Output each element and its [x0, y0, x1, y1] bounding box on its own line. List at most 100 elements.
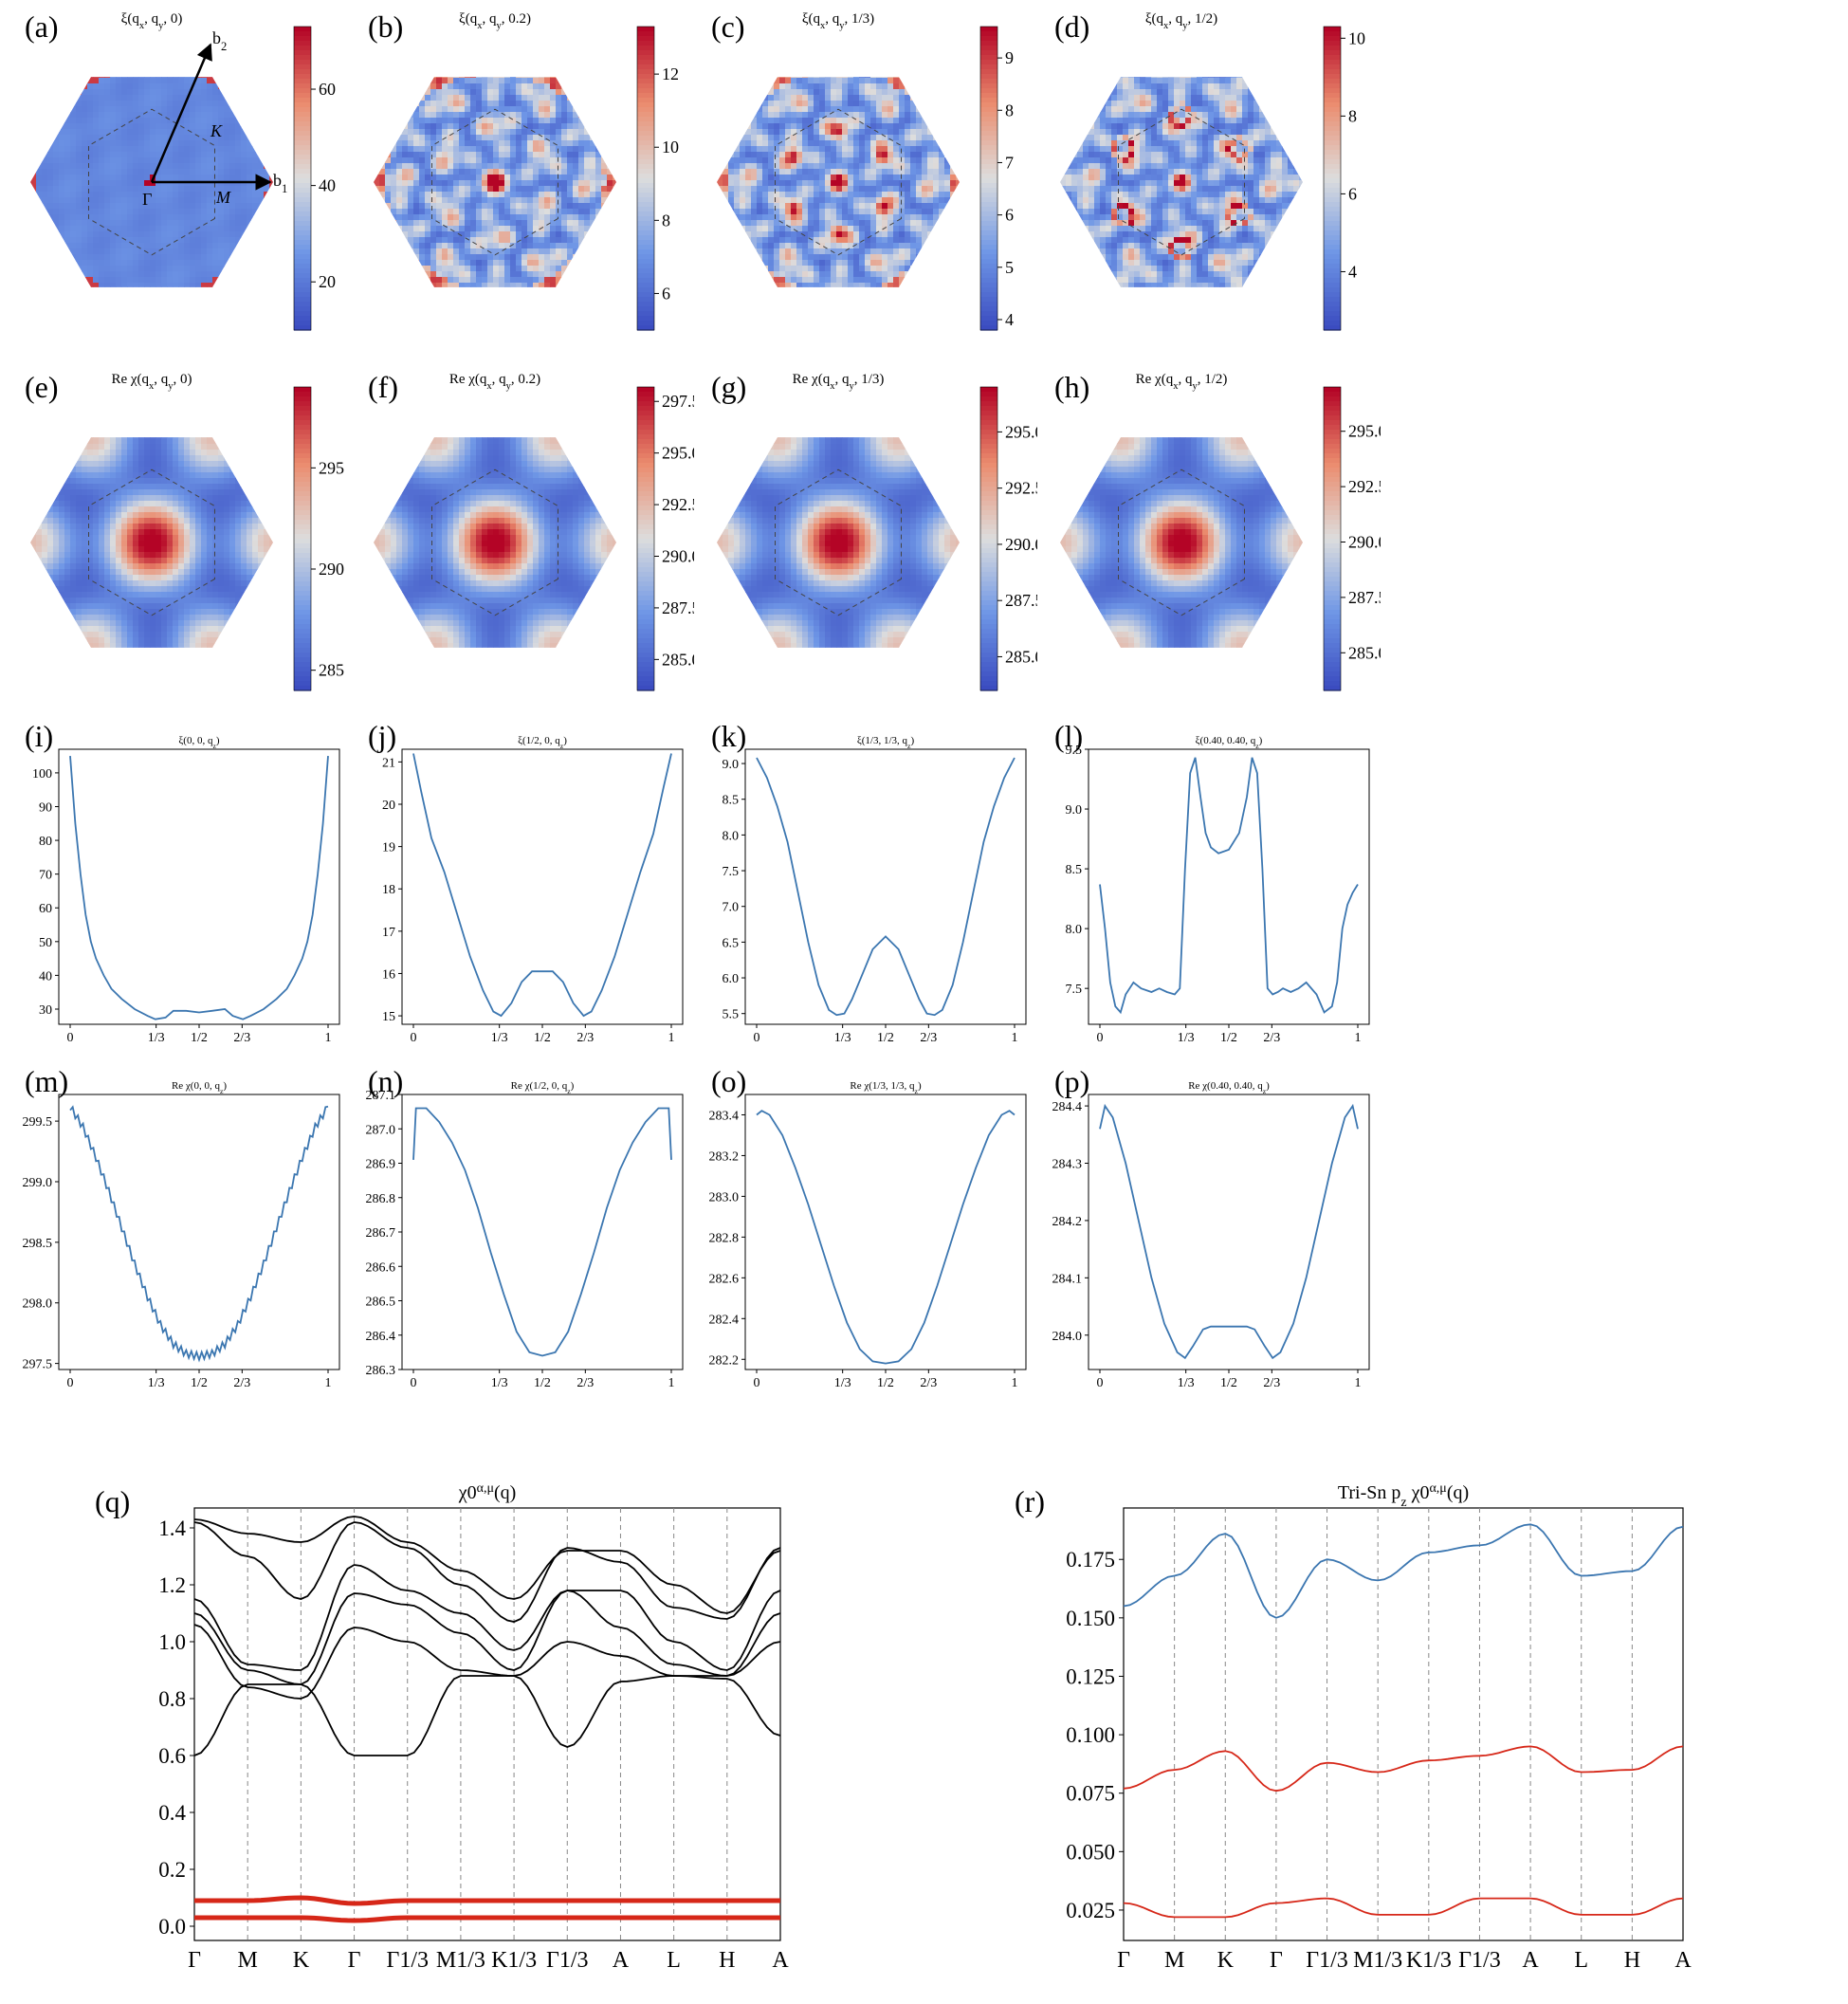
y-tick-label: 19 [382, 841, 395, 855]
colorbar-segment [980, 548, 997, 554]
colorbar-segment [1324, 164, 1341, 170]
colorbar-segment [294, 321, 311, 326]
colorbar-segment [637, 600, 654, 606]
colorbar-segment [1324, 93, 1341, 99]
line-plot-j: (j) ξ(1/2, 0, qz) 21 20 19 18 17 16 15 0 1/3 1/2 2/3… [353, 719, 694, 1060]
colorbar-segment [294, 249, 311, 255]
y-tick-label: 7.5 [1066, 983, 1083, 997]
heatmap-svg: ξ(qx, qy, 0) b1 b2 K M Γ 60 40 20 [30, 11, 336, 331]
colorbar-segment [637, 548, 654, 554]
colorbar-segment [294, 581, 311, 587]
colorbar-segment [980, 553, 997, 559]
colorbar-segment [294, 259, 311, 265]
colorbar-segment [637, 292, 654, 298]
colorbar-segment [1324, 297, 1341, 303]
colorbar-tick-label: 295 [319, 458, 344, 477]
y-tick-label: 286.3 [366, 1364, 396, 1378]
y-tick-label: 90 [39, 800, 52, 815]
colorbar-tick-label: 290.0 [662, 547, 694, 566]
line-plot-svg: ξ(1/3, 1/3, qz) 9.0 8.5 8.0 7.5 7.0 6.5 6.0 5.5 0… [723, 735, 1027, 1045]
colorbar-segment [1324, 648, 1341, 653]
y-tick-label: 297.5 [23, 1358, 53, 1372]
colorbar-segment [294, 93, 311, 99]
k-point-label: Γ1/3 [1306, 1948, 1348, 1973]
colorbar-segment [637, 121, 654, 127]
colorbar-segment [637, 126, 654, 132]
x-tick-label: 1 [325, 1376, 332, 1390]
heatmap-field [374, 77, 616, 287]
colorbar-segment [1324, 150, 1341, 156]
band-line-2 [1123, 1897, 1684, 1919]
colorbar-segment [294, 169, 311, 175]
colorbar-segment [294, 671, 311, 677]
colorbar-segment [637, 264, 654, 269]
y-tick-label: 0.100 [1066, 1723, 1115, 1747]
colorbar-segment [980, 482, 997, 487]
y-tick-label: 9.5 [1066, 744, 1083, 758]
colorbar-tick-label: 295.0 [1348, 422, 1381, 441]
colorbar-segment [1324, 88, 1341, 94]
heatmap-svg: ξ(qx, qy, 1/3) 9 8 7 6 5 4 [717, 11, 1014, 331]
colorbar-segment [1324, 539, 1341, 544]
colorbar-segment [1324, 240, 1341, 246]
colorbar-segment [1324, 325, 1341, 331]
y-tick-label: 6.5 [723, 936, 740, 950]
colorbar-segment [980, 121, 997, 127]
colorbar-segment [637, 60, 654, 65]
colorbar-segment [637, 297, 654, 303]
colorbar [636, 26, 655, 331]
y-tick-label: 287.0 [366, 1123, 396, 1137]
panel-label: (r) [1015, 1484, 1045, 1518]
band-line-5 [193, 1675, 781, 1756]
y-tick-label: 284.1 [1052, 1272, 1083, 1286]
colorbar-tick-label: 295.0 [1005, 422, 1037, 441]
x-tick-label: 2/3 [920, 1031, 937, 1045]
heatmap-title: ξ(qx, qy, 0) [121, 11, 183, 31]
colorbar-segment [980, 102, 997, 108]
colorbar-segment [980, 392, 997, 397]
colorbar-segment [980, 159, 997, 165]
colorbar-segment [980, 619, 997, 625]
colorbar-segment [1324, 591, 1341, 597]
colorbar-segment [980, 164, 997, 170]
colorbar-segment [980, 657, 997, 663]
colorbar-segment [1324, 667, 1341, 672]
colorbar-segment [637, 178, 654, 184]
colorbar-segment [294, 283, 311, 288]
colorbar-segment [637, 159, 654, 165]
colorbar-tick-label: 287.5 [662, 598, 694, 617]
colorbar-segment [980, 235, 997, 241]
colorbar-segment [294, 297, 311, 303]
colorbar-segment [1324, 510, 1341, 516]
colorbar-segment [294, 287, 311, 293]
colorbar-segment [637, 74, 654, 80]
colorbar-tick-label: 285.0 [662, 650, 694, 669]
colorbar-segment [1324, 211, 1341, 217]
colorbar-segment [637, 543, 654, 549]
colorbar-segment [980, 136, 997, 141]
colorbar-segment [637, 79, 654, 84]
colorbar-segment [1324, 506, 1341, 511]
y-tick-label: 1.4 [158, 1517, 186, 1540]
heatmap-title: Re χ(qx, qy, 1/2) [1136, 372, 1228, 392]
data-series-line [69, 1105, 329, 1363]
colorbar-segment [637, 686, 654, 691]
colorbar-segment [1324, 178, 1341, 184]
line-plot-svg: ξ(0.40, 0.40, qz) 9.5 9.0 8.5 8.0 7.5 0 1/3 1/2 2… [1066, 735, 1370, 1045]
y-tick-label: 298.0 [23, 1297, 53, 1312]
brillouin-zone-outline [431, 469, 558, 616]
colorbar-segment [637, 155, 654, 160]
y-tick-label: 283.2 [709, 1149, 740, 1164]
colorbar-tick-label: 10 [662, 138, 679, 156]
colorbar-segment [294, 292, 311, 298]
colorbar-tick-label: 292.5 [1348, 477, 1381, 496]
colorbar-segment [980, 586, 997, 592]
y-tick-label: 0.125 [1066, 1664, 1115, 1688]
colorbar-segment [1324, 634, 1341, 639]
colorbar-segment [637, 638, 654, 644]
heatmap-svg: ξ(qx, qy, 0.2) 12 10 8 6 [374, 11, 679, 331]
colorbar-segment [637, 197, 654, 203]
colorbar-segment [294, 55, 311, 61]
colorbar [1323, 26, 1342, 331]
colorbar-segment [1324, 69, 1341, 75]
